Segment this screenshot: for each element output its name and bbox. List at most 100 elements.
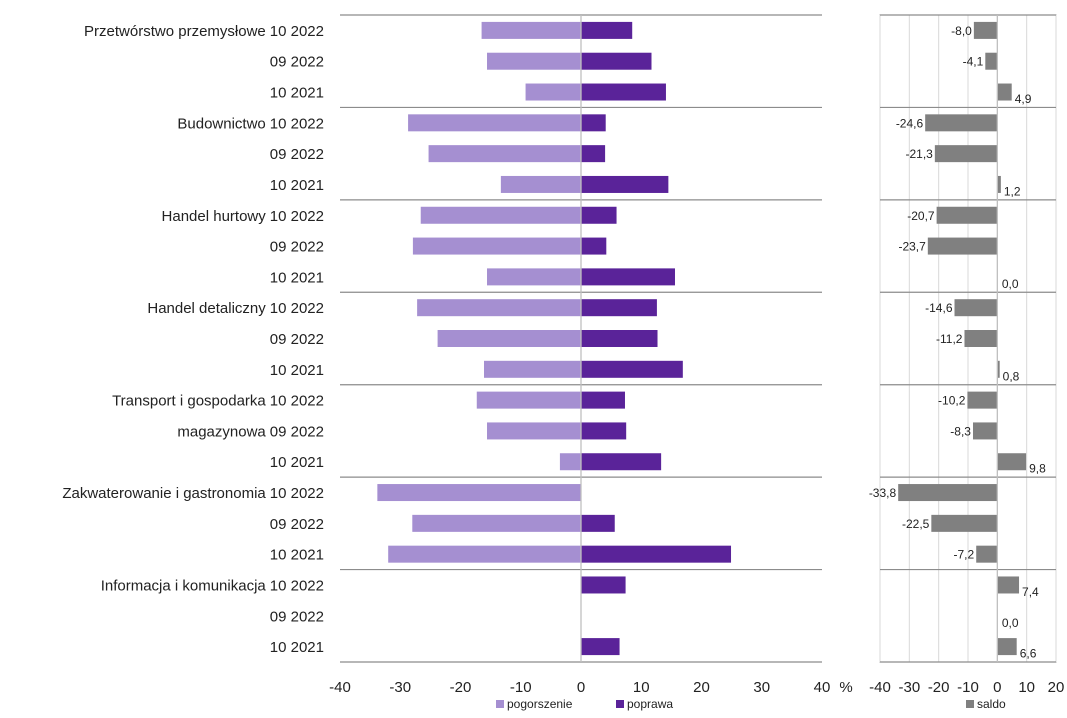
saldo-bar — [898, 484, 998, 502]
row-period-label: 10 2021 — [270, 269, 324, 286]
saldo-value-label: -23,7 — [898, 240, 926, 254]
row-period-label: 09 2022 — [270, 239, 324, 256]
saldo-bar — [997, 576, 1020, 594]
poprawa-bar — [581, 52, 652, 70]
row-label: Budownictwo 10 2022 — [177, 115, 324, 132]
saldo-value-label: 9,8 — [1029, 462, 1046, 476]
row-period-label: 10 2022 — [270, 577, 324, 594]
legend-label-pogorszenie: pogorszenie — [507, 697, 573, 711]
saldo-value-labels: -8,0 -4,1 4,9 -24,6 -21,3 1,2 -20,7 -23,7 0,0 -14… — [869, 24, 1046, 661]
row-label: Zakwaterowanie i gastronomia 10 2022 — [62, 485, 324, 502]
row-period-label: 09 2022 — [270, 331, 324, 348]
pogorszenie-bar — [476, 391, 581, 409]
saldo-value-label: 0,8 — [1003, 369, 1020, 383]
row-period-label: 10 2021 — [270, 177, 324, 194]
row-group-label: Budownictwo — [177, 115, 265, 132]
row-period-label: 09 2022 — [270, 54, 324, 71]
row-label: magazynowa 09 2022 — [177, 423, 324, 440]
row-label: 09 2022 — [270, 146, 324, 163]
left-x-tick: 20 — [693, 679, 710, 696]
saldo-bar — [976, 545, 998, 563]
left-x-tick: -30 — [389, 679, 411, 696]
left-x-tick: 40 — [814, 679, 831, 696]
row-label: 10 2021 — [270, 454, 324, 471]
row-period-label: 09 2022 — [270, 608, 324, 625]
legend-label-poprawa: poprawa — [627, 697, 673, 711]
poprawa-bar — [581, 175, 669, 193]
pogorszenie-bar — [525, 83, 581, 101]
pogorszenie-bar — [412, 514, 581, 532]
right-x-tick: -30 — [898, 679, 920, 696]
poprawa-bar — [581, 206, 617, 224]
saldo-bar — [927, 237, 998, 255]
poprawa-bar — [581, 237, 607, 255]
saldo-value-label: -24,6 — [896, 116, 924, 130]
saldo-value-label: -33,8 — [869, 486, 897, 500]
row-group-label: Handel hurtowy — [162, 208, 267, 225]
row-label: 09 2022 — [270, 608, 324, 625]
saldo-value-label: -11,2 — [936, 332, 963, 346]
poprawa-bar — [581, 268, 675, 286]
pogorszenie-bar — [483, 360, 581, 378]
pogorszenie-bar — [408, 114, 581, 132]
pogorszenie-bar — [377, 484, 581, 502]
row-label: 10 2021 — [270, 639, 324, 656]
saldo-bar — [997, 638, 1017, 656]
x-tick-labels: -40 -30 -20 -10 0 10 20 30 40% -40 -30 -20 -10 0 10 20 — [329, 679, 1064, 696]
saldo-bar — [985, 52, 998, 70]
poprawa-bar — [581, 422, 627, 440]
right-x-tick: 0 — [993, 679, 1001, 696]
row-label: 09 2022 — [270, 239, 324, 256]
poprawa-bar — [581, 114, 606, 132]
row-period-label: 10 2022 — [270, 115, 324, 132]
saldo-value-label: -21,3 — [905, 147, 933, 161]
row-period-label: 10 2022 — [270, 485, 324, 502]
poprawa-bar — [581, 514, 615, 532]
saldo-value-label: -4,1 — [963, 55, 984, 69]
row-period-label: 10 2021 — [270, 547, 324, 564]
saldo-bar — [967, 391, 998, 409]
pogorszenie-bar — [487, 52, 581, 70]
pogorszenie-bar — [437, 330, 581, 347]
saldo-value-label: -14,6 — [925, 301, 953, 315]
saldo-bar — [997, 360, 1000, 378]
saldo-bar — [954, 299, 998, 317]
poprawa-bar — [581, 360, 683, 378]
right-x-tick: 20 — [1048, 679, 1065, 696]
row-label: Przetwórstwo przemysłowe 10 2022 — [84, 23, 324, 40]
left-panel-bars — [377, 21, 732, 656]
left-x-tick: -40 — [329, 679, 351, 696]
saldo-bar — [936, 206, 998, 224]
row-group-label: Informacja i komunikacja — [101, 577, 267, 594]
row-label: 10 2021 — [270, 269, 324, 286]
pogorszenie-bar — [559, 453, 581, 471]
poprawa-bar — [581, 576, 626, 594]
saldo-value-label: 6,6 — [1020, 647, 1037, 661]
poprawa-bar — [581, 453, 662, 471]
saldo-bar — [997, 83, 1012, 101]
poprawa-bar — [581, 145, 606, 163]
row-period-label: 10 2022 — [270, 393, 324, 410]
row-group-label: Zakwaterowanie i gastronomia — [62, 485, 266, 502]
left-x-tick: 10 — [633, 679, 650, 696]
right-x-tick: -10 — [957, 679, 979, 696]
saldo-value-label: -7,2 — [954, 548, 975, 562]
row-label: Handel hurtowy 10 2022 — [162, 208, 324, 225]
saldo-bar — [972, 422, 998, 440]
row-label: 09 2022 — [270, 516, 324, 533]
row-label: Transport i gospodarka 10 2022 — [112, 393, 324, 410]
poprawa-bar — [581, 545, 732, 563]
saldo-value-label: -22,5 — [902, 517, 930, 531]
pogorszenie-bar — [428, 145, 581, 163]
saldo-value-label: 4,9 — [1015, 92, 1032, 106]
row-period-label: 10 2021 — [270, 639, 324, 656]
left-x-tick: 30 — [753, 679, 770, 696]
right-x-tick: -40 — [869, 679, 891, 696]
row-group-label: Przetwórstwo przemysłowe — [84, 23, 266, 40]
row-period-label: 09 2022 — [270, 423, 324, 440]
zero-axes — [580, 15, 998, 662]
row-period-label: 10 2022 — [270, 23, 324, 40]
legend: pogorszenie poprawa saldo — [496, 697, 1006, 711]
